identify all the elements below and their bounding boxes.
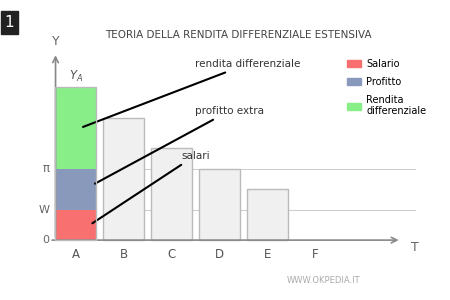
Text: π: π <box>42 162 50 175</box>
Bar <box>247 189 288 240</box>
Bar <box>55 169 96 209</box>
Bar <box>151 148 192 240</box>
Text: profitto extra: profitto extra <box>95 106 265 184</box>
Bar <box>199 169 240 240</box>
Text: W: W <box>38 205 50 214</box>
Text: B: B <box>120 248 128 261</box>
Title: TEORIA DELLA RENDITA DIFFERENZIALE ESTENSIVA: TEORIA DELLA RENDITA DIFFERENZIALE ESTEN… <box>105 30 372 40</box>
Bar <box>55 87 96 169</box>
Text: C: C <box>167 248 176 261</box>
Text: 0: 0 <box>42 235 50 245</box>
Bar <box>55 209 96 240</box>
Text: WWW.OKPEDIA.IT: WWW.OKPEDIA.IT <box>287 276 361 285</box>
Text: rendita differenziale: rendita differenziale <box>83 59 301 127</box>
Bar <box>55 87 96 240</box>
Text: T: T <box>411 241 419 254</box>
Text: Y: Y <box>52 35 59 48</box>
Text: D: D <box>215 248 224 261</box>
Legend: Salario, Profitto, Rendita
differenziale: Salario, Profitto, Rendita differenziale <box>343 55 430 120</box>
Text: 1: 1 <box>4 15 14 30</box>
Text: salari: salari <box>92 151 210 223</box>
Text: E: E <box>264 248 271 261</box>
Bar <box>103 118 144 240</box>
Text: A: A <box>72 248 80 261</box>
Text: F: F <box>312 248 319 261</box>
Text: $Y_A$: $Y_A$ <box>68 69 83 84</box>
